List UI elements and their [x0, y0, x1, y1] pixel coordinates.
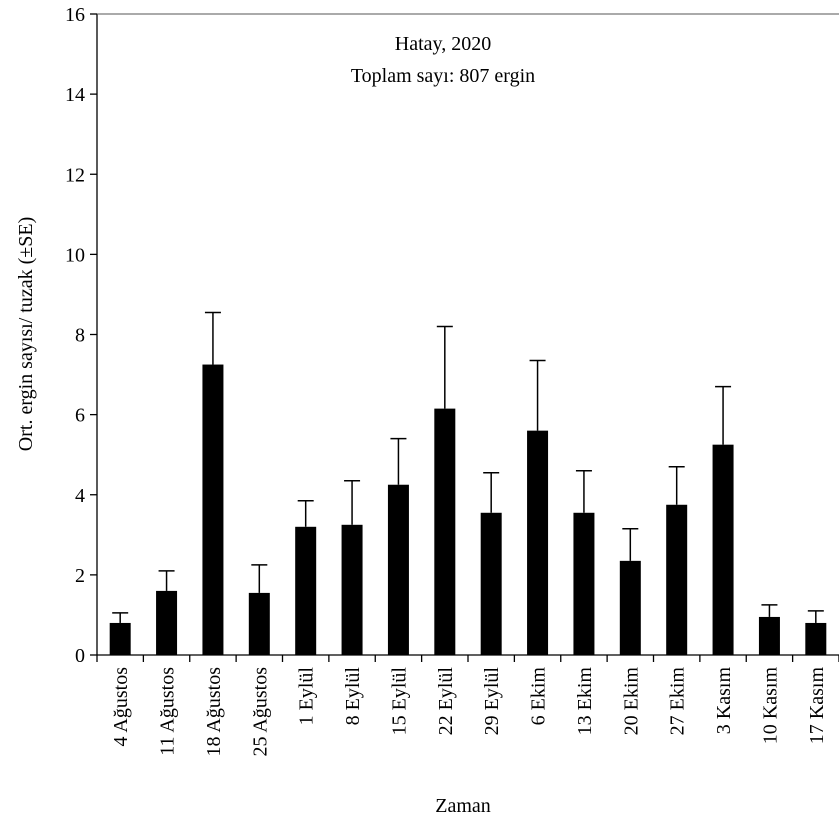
x-category-label: 6 Ekim: [528, 667, 550, 726]
annotation-location-year: Hatay, 2020: [395, 33, 491, 55]
x-category-label: 1 Eylül: [296, 667, 318, 726]
x-category-label: 18 Ağustos: [203, 667, 225, 757]
bar: [434, 408, 456, 655]
bar: [202, 364, 224, 655]
x-axis-ticks: 4 Ağustos 11 Ağustos 18 Ağustos 25 Ağustos 1…: [96, 655, 839, 757]
y-axis-ticks: 0 2 4 6 8 10 12 14 16: [65, 4, 97, 667]
x-category-label: 29 Eylül: [481, 667, 503, 736]
x-category-label: 15 Eylül: [388, 667, 410, 736]
bar: [573, 512, 595, 655]
bar: [109, 622, 131, 655]
y-tick-label: 10: [65, 244, 85, 266]
y-tick-label: 2: [75, 565, 85, 587]
x-category-label: 3 Kasım: [713, 667, 735, 735]
y-axis-label: Ort. ergin sayısı/ tuzak (±SE): [15, 217, 37, 451]
x-category-label: 11 Ağustos: [157, 667, 179, 756]
bar: [805, 622, 827, 655]
bar: [387, 484, 409, 655]
bar: [666, 504, 688, 655]
y-tick-label: 0: [75, 645, 85, 667]
bar: [480, 512, 502, 655]
bar: [295, 526, 317, 655]
x-category-label: 10 Kasım: [759, 667, 781, 745]
y-tick-label: 12: [65, 164, 85, 186]
y-tick-label: 14: [65, 84, 85, 106]
bar: [248, 592, 270, 655]
bar: [341, 524, 363, 655]
y-tick-label: 4: [75, 485, 85, 507]
x-category-label: 4 Ağustos: [110, 667, 132, 747]
x-category-label: 13 Ekim: [574, 667, 596, 736]
x-category-label: 20 Ekim: [620, 667, 642, 736]
y-tick-label: 6: [75, 405, 85, 427]
x-category-label: 22 Eylül: [435, 667, 457, 736]
x-axis-label: Zaman: [435, 795, 491, 817]
x-category-label: 25 Ağustos: [249, 667, 271, 757]
bar: [712, 444, 734, 655]
bar: [527, 430, 549, 655]
y-tick-label: 8: [75, 325, 85, 347]
annotation-total-count: Toplam sayı: 807 ergin: [351, 65, 535, 87]
bar: [156, 590, 178, 655]
x-category-label: 8 Eylül: [342, 667, 364, 726]
bar: [758, 616, 780, 655]
y-tick-label: 16: [65, 4, 85, 26]
x-category-label: 27 Ekim: [667, 667, 689, 736]
bars: [109, 311, 827, 655]
x-category-label: 17 Kasım: [806, 667, 828, 745]
bar: [619, 560, 641, 655]
